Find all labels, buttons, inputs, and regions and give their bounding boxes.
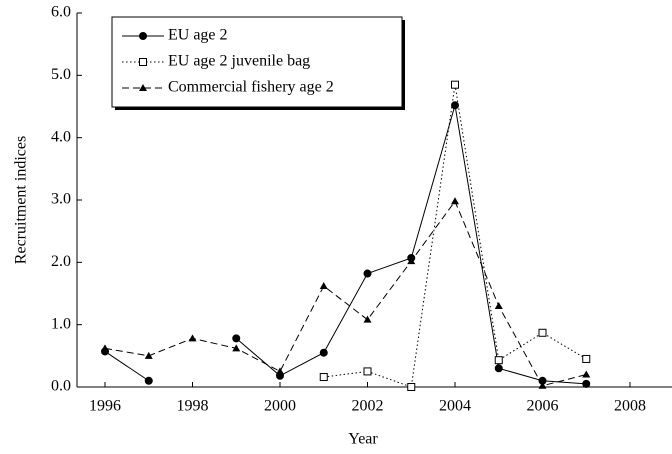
- data-point: [451, 80, 459, 89]
- data-point: [407, 383, 416, 391]
- data-point: [494, 301, 503, 309]
- x-tick-label: 1998: [177, 398, 209, 415]
- legend-marker: [139, 32, 147, 40]
- series-line: [323, 84, 587, 388]
- legend-marker: [139, 84, 147, 91]
- y-tick-label: 2.0: [51, 253, 71, 270]
- data-point: [319, 282, 328, 290]
- data-point: [494, 364, 503, 373]
- data-point: [188, 334, 197, 342]
- data-point: [232, 334, 241, 343]
- x-tick-label: 1996: [89, 398, 121, 415]
- y-tick-label: 5.0: [51, 66, 71, 83]
- x-tick-label: 2006: [527, 398, 559, 415]
- data-point: [494, 356, 503, 365]
- data-point: [319, 348, 328, 357]
- x-tick-label: 2002: [352, 398, 384, 415]
- data-point: [319, 373, 328, 382]
- legend-label: EU age 2 juvenile bag: [168, 53, 310, 70]
- data-point: [232, 344, 241, 352]
- data-point: [363, 315, 372, 323]
- data-point: [144, 376, 153, 385]
- y-tick-label: 1.0: [51, 315, 71, 332]
- data-point: [451, 101, 459, 110]
- data-point: [363, 269, 372, 278]
- y-tick-label: 4.0: [51, 128, 71, 145]
- data-point: [582, 370, 591, 378]
- x-tick-label: 2000: [264, 398, 296, 415]
- data-point: [582, 379, 591, 388]
- y-tick-label: 6.0: [51, 4, 71, 21]
- legend-label: EU age 2: [168, 27, 228, 44]
- data-point: [538, 381, 547, 389]
- legend-label: Commercial fishery age 2: [168, 79, 334, 96]
- data-point: [538, 328, 547, 337]
- data-point: [144, 351, 153, 359]
- x-tick-label: 2008: [614, 398, 646, 415]
- series-line: [104, 200, 587, 387]
- x-tick-label: 2004: [439, 398, 471, 415]
- data-point: [407, 257, 416, 265]
- y-tick-label: 3.0: [51, 191, 71, 208]
- x-axis-title: Year: [348, 431, 378, 448]
- series-line: [104, 105, 587, 385]
- data-point: [363, 367, 372, 376]
- data-point: [582, 354, 591, 363]
- data-point: [276, 367, 284, 375]
- legend-marker: [139, 58, 147, 66]
- y-axis-title: Recruitment indices: [13, 136, 30, 264]
- y-tick-label: 0.0: [51, 378, 71, 395]
- data-point: [101, 344, 109, 352]
- legend-box: [111, 16, 403, 108]
- data-point: [451, 197, 459, 205]
